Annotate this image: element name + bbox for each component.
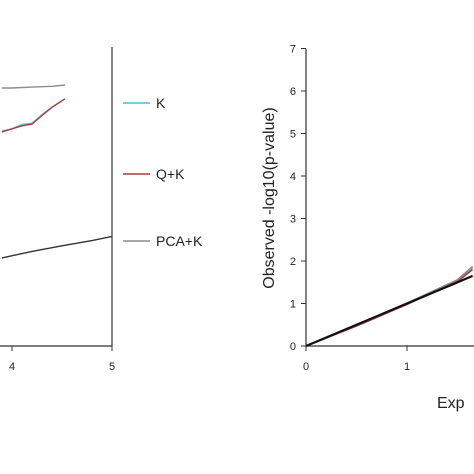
left-series-q-k: [1, 98, 66, 133]
left-series-pca-k: [2, 84, 66, 89]
legend: K Q+K PCA+K: [123, 95, 203, 249]
right-y-tick-label: 3: [290, 214, 296, 226]
right-series-k: [305, 266, 474, 347]
right-x-tick-label: 0: [303, 361, 309, 373]
right-x-axis-label: Exp: [437, 395, 465, 412]
right-series-pca-k: [305, 265, 474, 347]
legend-label-q-k: Q+K: [156, 166, 185, 182]
right-y-tick-label: 5: [290, 129, 296, 141]
right-qq-panel: Observed -log10(p-value) 0 1 2 3 4 5 6 7 0 1 Exp: [261, 44, 474, 412]
left-series-k: [1, 98, 66, 132]
right-y-axis-label: Observed -log10(p-value): [261, 107, 278, 288]
right-y-tick-label: 6: [290, 86, 296, 98]
right-y-tick-label: 2: [290, 256, 296, 268]
left-x-tick-label: 5: [109, 361, 115, 373]
legend-label-pca-k: PCA+K: [156, 233, 203, 249]
right-y-tick-label: 4: [290, 171, 296, 183]
right-y-tick-label: 7: [290, 44, 296, 56]
right-x-tick-label: 1: [404, 361, 410, 373]
right-y-tick-label: 0: [290, 341, 296, 353]
right-series-reference: [305, 274, 474, 348]
left-x-tick-label: 4: [9, 361, 15, 373]
legend-label-k: K: [156, 95, 166, 111]
left-series-reference: [1, 235, 113, 259]
right-y-tick-label: 1: [290, 299, 296, 311]
